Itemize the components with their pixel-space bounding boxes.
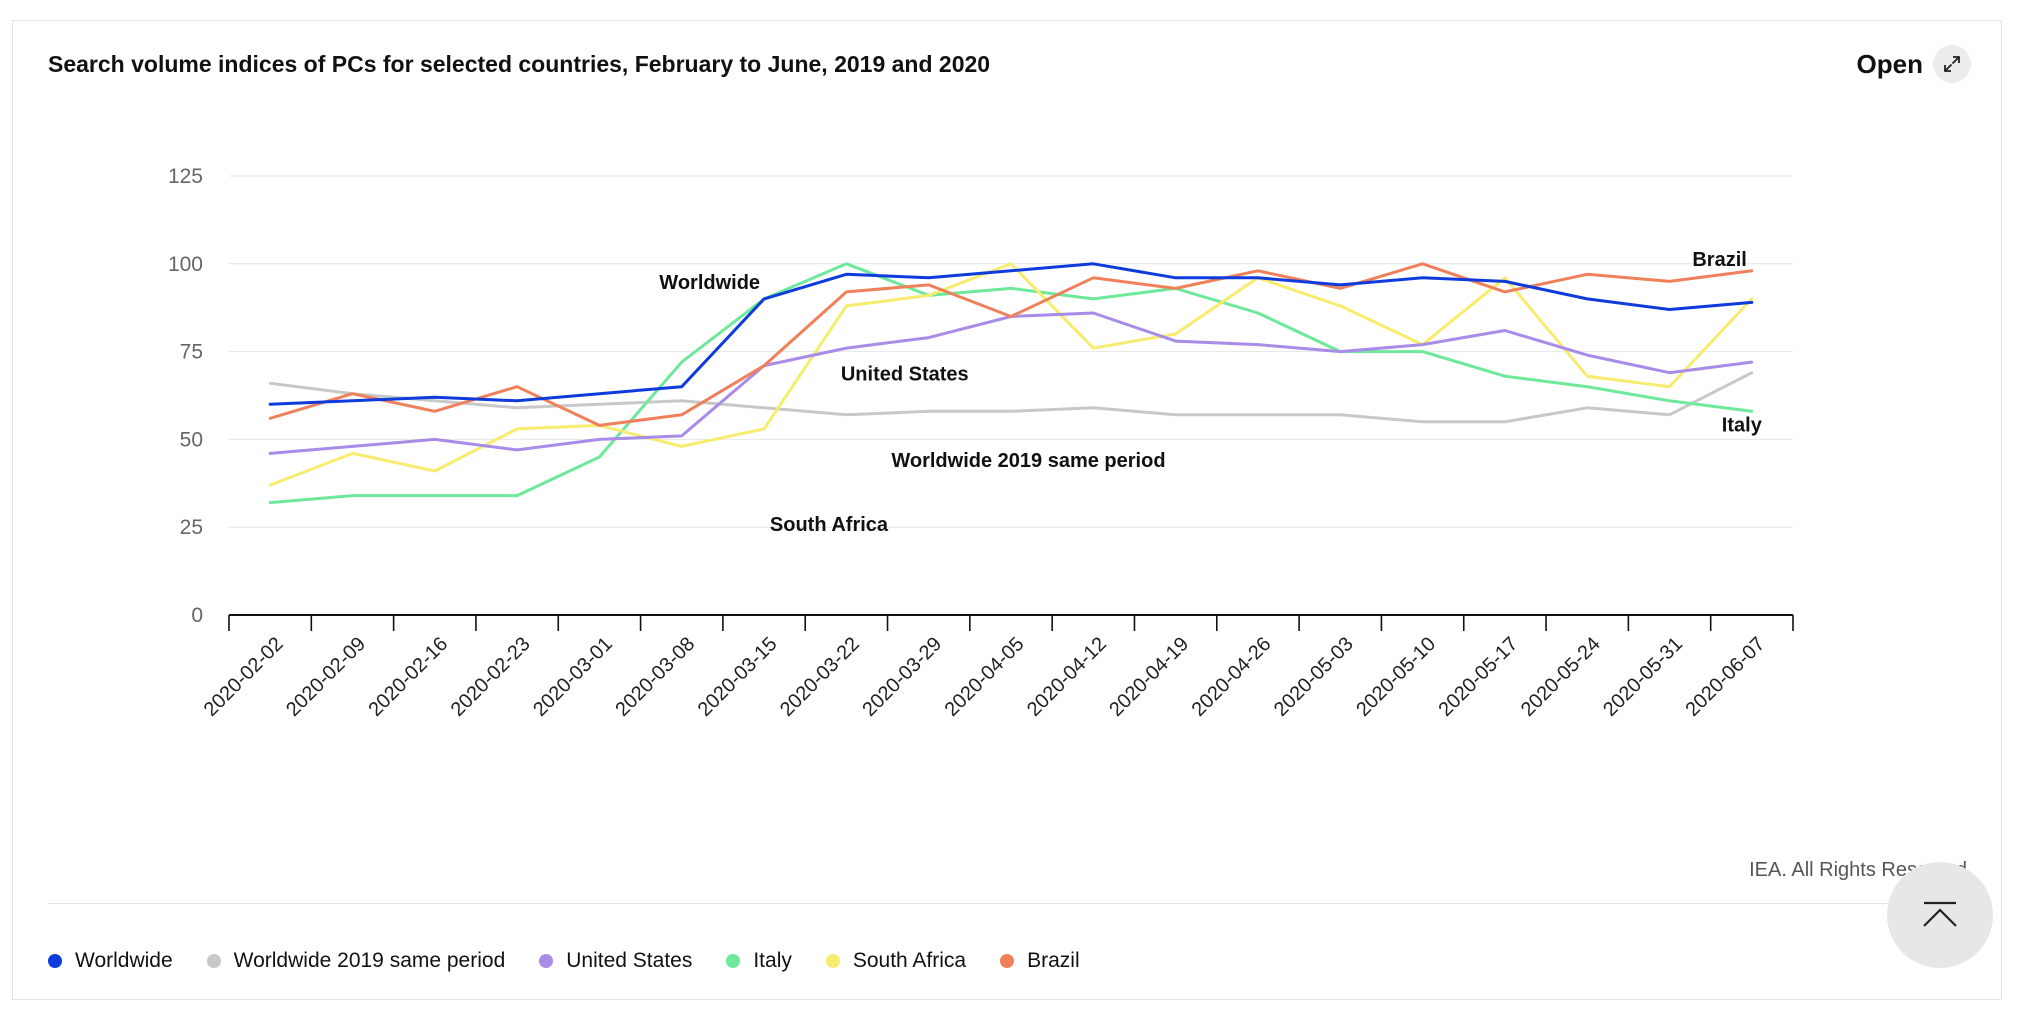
series-line-brazil — [268, 262, 1754, 427]
x-tick-label: 2020-03-22 — [776, 633, 864, 721]
chevron-up-icon — [1923, 901, 1957, 927]
x-tick-label: 2020-02-09 — [282, 633, 370, 721]
chart-card: Search volume indices of PCs for selecte… — [12, 20, 2002, 1000]
legend-label: Italy — [753, 949, 792, 972]
legend-item-south-africa[interactable]: South Africa — [825, 949, 967, 973]
x-tick-label: 2020-04-12 — [1023, 633, 1111, 721]
expand-icon — [1933, 45, 1971, 83]
legend-item-worldwide-2019[interactable]: Worldwide 2019 same period — [206, 949, 506, 973]
x-tick-label: 2020-03-08 — [611, 633, 699, 721]
series-label-italy: Italy — [1722, 414, 1763, 436]
x-tick-label: 2020-04-19 — [1105, 633, 1193, 721]
legend-dot-icon — [825, 954, 840, 968]
x-tick-label: 2020-04-26 — [1188, 633, 1276, 721]
x-tick-label: 2020-03-01 — [529, 633, 617, 721]
open-label: Open — [1856, 48, 1923, 79]
legend-item-italy[interactable]: Italy — [726, 949, 792, 973]
legend-item-worldwide[interactable]: Worldwide — [48, 949, 173, 973]
x-tick-label: 2020-04-05 — [941, 633, 1029, 721]
series-label-worldwide: Worldwide — [659, 272, 760, 294]
legend-label: United States — [566, 949, 693, 972]
y-tick-label: 100 — [168, 253, 203, 276]
legend-label: South Africa — [852, 949, 967, 972]
legend-label: Worldwide 2019 same period — [233, 949, 506, 972]
legend-dot-icon — [206, 954, 221, 968]
x-tick-label: 2020-05-03 — [1270, 633, 1358, 721]
legend-dot-icon — [48, 954, 62, 968]
x-tick-label: 2020-02-16 — [364, 633, 452, 721]
legend-label: Worldwide — [75, 949, 173, 972]
x-tick-label: 2020-03-29 — [858, 633, 946, 721]
series-line-worldwide — [268, 262, 1754, 406]
x-tick-label: 2020-05-10 — [1352, 633, 1440, 721]
x-tick-label: 2020-05-24 — [1517, 633, 1605, 721]
scroll-to-top-button[interactable] — [1887, 862, 1993, 968]
series-label-brazil: Brazil — [1692, 249, 1746, 271]
legend-label: Brazil — [1027, 949, 1080, 972]
divider — [48, 903, 1971, 904]
x-tick-label: 2020-02-02 — [200, 633, 288, 721]
series-label-worldwide-2019-same-period: Worldwide 2019 same period — [891, 450, 1165, 472]
chart-title: Search volume indices of PCs for selecte… — [48, 51, 991, 77]
x-tick-label: 2020-06-07 — [1681, 633, 1769, 721]
y-tick-label: 0 — [191, 604, 203, 627]
legend-item-brazil[interactable]: Brazil — [1000, 949, 1080, 973]
y-tick-label: 25 — [180, 516, 203, 539]
series-line-italy — [268, 262, 1754, 505]
series-line-united-states — [268, 311, 1754, 455]
y-tick-label: 50 — [180, 428, 203, 451]
legend-dot-icon — [1000, 954, 1015, 968]
series-line-worldwide-2019-same-period — [268, 371, 1754, 424]
legend-item-united-states[interactable]: United States — [539, 949, 692, 973]
legend-dot-icon — [726, 954, 741, 968]
x-tick-label: 2020-02-23 — [447, 633, 535, 721]
series-label-united-states: United States — [841, 364, 969, 386]
y-tick-label: 75 — [180, 341, 203, 364]
x-tick-label: 2020-03-15 — [694, 633, 782, 721]
legend-dot-icon — [539, 954, 554, 968]
series-label-south-africa: South Africa — [770, 514, 889, 536]
series-line-south-africa — [268, 262, 1754, 487]
x-tick-label: 2020-05-31 — [1599, 633, 1687, 721]
open-button[interactable]: Open — [1857, 45, 1971, 83]
x-tick-label: 2020-05-17 — [1435, 633, 1523, 721]
y-tick-label: 125 — [168, 165, 203, 188]
chart-legend: Worldwide Worldwide 2019 same period Uni… — [48, 949, 1080, 973]
